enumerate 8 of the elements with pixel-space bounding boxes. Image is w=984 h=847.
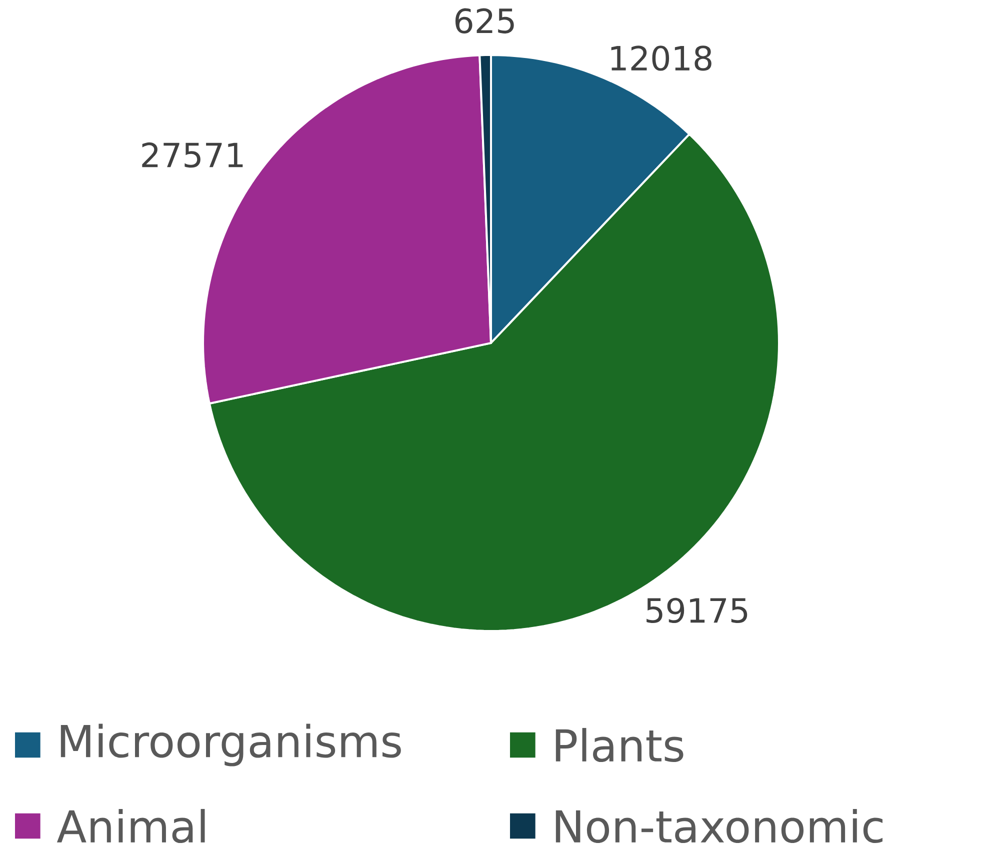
legend-label: Non-taxonomic [556,808,882,844]
data-label: 27571 [142,142,243,168]
legend-label: Microorganisms [60,724,401,766]
data-label: 625 [455,8,514,34]
data-label: 12018 [611,46,712,71]
legend-label: Plants [556,728,684,762]
legend-label: Animal [56,808,205,844]
data-label: 59175 [646,598,748,624]
